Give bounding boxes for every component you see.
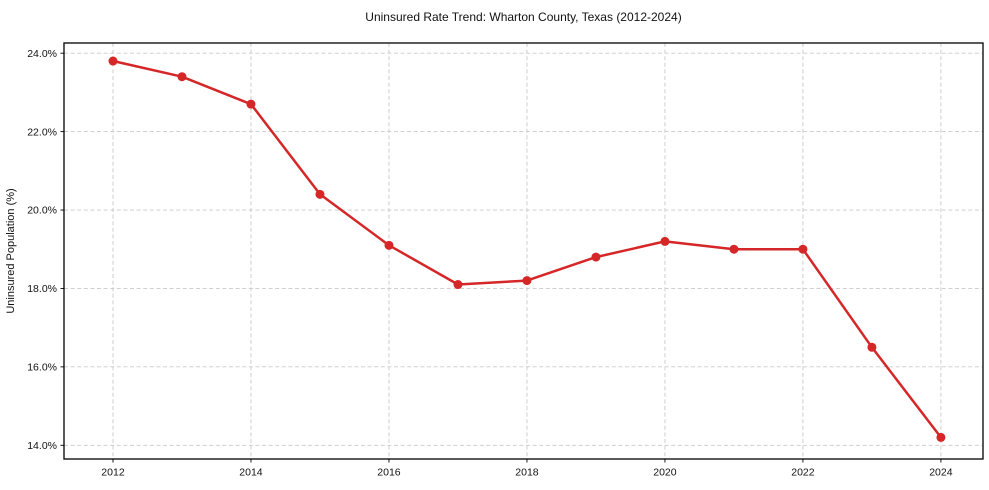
y-axis-label: Uninsured Population (%) xyxy=(5,188,17,313)
y-tick-label: 14.0% xyxy=(27,440,57,452)
y-tick-label: 20.0% xyxy=(27,205,57,217)
x-tick-label: 2012 xyxy=(101,467,125,479)
tick-layer: 2012 2014 2016 2018 2020 2022 2024 14.0% 16.0% 18… xyxy=(27,48,953,479)
data-point xyxy=(522,276,532,286)
line-series xyxy=(108,56,946,442)
data-point xyxy=(246,99,256,109)
plot-border xyxy=(63,42,984,460)
grid-layer xyxy=(64,43,983,459)
data-point xyxy=(384,240,394,250)
x-tick-label: 2024 xyxy=(929,467,953,479)
data-point xyxy=(177,72,187,82)
y-tick-label: 22.0% xyxy=(27,126,57,138)
y-tick-label: 16.0% xyxy=(27,362,57,374)
chart-title: Uninsured Rate Trend: Wharton County, Te… xyxy=(365,10,681,24)
x-tick-label: 2020 xyxy=(653,467,677,479)
data-point xyxy=(660,236,670,246)
y-tick-label: 18.0% xyxy=(27,283,57,295)
data-point xyxy=(729,244,739,254)
x-tick-label: 2022 xyxy=(791,467,815,479)
data-point xyxy=(798,244,808,254)
data-point xyxy=(936,432,946,442)
data-point xyxy=(108,56,118,66)
data-point xyxy=(867,342,877,352)
y-tick-label: 24.0% xyxy=(27,48,57,60)
x-tick-label: 2018 xyxy=(515,467,539,479)
x-tick-label: 2014 xyxy=(239,467,263,479)
data-point xyxy=(453,280,463,290)
data-point xyxy=(591,252,601,262)
data-point xyxy=(315,189,325,199)
x-tick-label: 2016 xyxy=(377,467,401,479)
